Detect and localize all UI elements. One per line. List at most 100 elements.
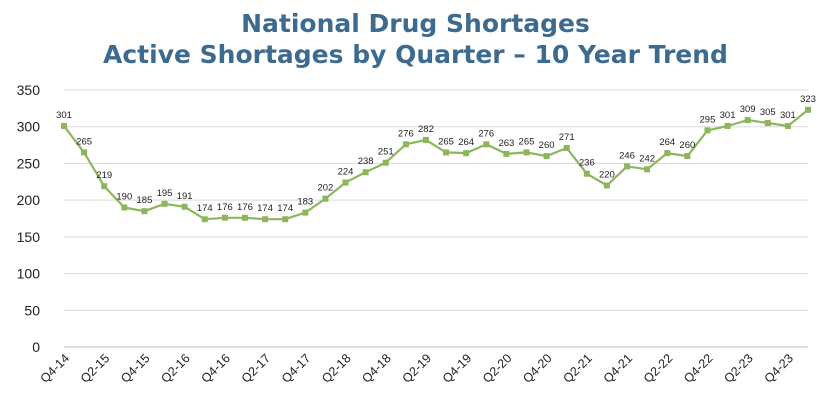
data-point xyxy=(764,120,771,127)
x-tick-label: Q2-20 xyxy=(480,351,514,385)
data-label: 176 xyxy=(217,202,233,213)
chart-subtitle: Active Shortages by Quarter – 10 Year Tr… xyxy=(103,40,728,69)
data-label: 251 xyxy=(378,147,394,158)
y-tick-label: 350 xyxy=(17,82,41,98)
data-label: 295 xyxy=(700,114,716,125)
data-point xyxy=(302,209,309,216)
data-label: 224 xyxy=(338,167,354,178)
data-point xyxy=(221,214,228,221)
data-point xyxy=(664,150,671,157)
data-label: 185 xyxy=(137,195,153,206)
data-label: 183 xyxy=(297,197,313,208)
data-label: 264 xyxy=(659,137,675,148)
data-label: 301 xyxy=(780,110,796,121)
data-point xyxy=(784,122,791,129)
data-point xyxy=(342,179,349,186)
data-point xyxy=(241,214,248,221)
data-label: 301 xyxy=(720,110,736,121)
data-point xyxy=(161,200,168,207)
x-tick-label: Q2-15 xyxy=(78,351,112,385)
data-point xyxy=(443,149,450,156)
data-label: 305 xyxy=(760,107,776,118)
y-tick-label: 50 xyxy=(24,302,40,318)
data-label: 174 xyxy=(277,203,293,214)
data-point xyxy=(61,122,67,129)
data-point xyxy=(724,122,731,129)
data-label: 260 xyxy=(539,140,555,151)
data-point xyxy=(141,208,148,215)
data-label: 323 xyxy=(800,94,816,105)
data-label: 246 xyxy=(619,150,635,161)
x-tick-label: Q2-17 xyxy=(239,351,273,385)
data-point xyxy=(704,127,711,134)
data-point xyxy=(262,216,269,223)
data-label: 242 xyxy=(639,153,655,164)
x-tick-label: Q4-21 xyxy=(601,351,635,385)
data-point xyxy=(805,106,811,113)
data-point xyxy=(483,141,490,148)
x-tick-label: Q4-22 xyxy=(681,351,715,385)
x-tick-label: Q2-22 xyxy=(641,351,675,385)
x-tick-label: Q2-19 xyxy=(400,351,434,385)
data-point xyxy=(744,117,751,124)
data-label: 265 xyxy=(438,136,454,147)
data-label: 202 xyxy=(317,183,333,194)
x-tick-label: Q4-15 xyxy=(118,351,152,385)
x-tick-label: Q2-18 xyxy=(319,351,353,385)
x-tick-label: Q4-20 xyxy=(520,351,554,385)
x-tick-label: Q4-18 xyxy=(359,351,393,385)
data-point xyxy=(402,141,409,148)
data-point xyxy=(201,216,208,223)
data-point xyxy=(282,216,289,223)
y-tick-label: 100 xyxy=(17,266,41,282)
chart-title: National Drug Shortages xyxy=(241,9,590,38)
data-label: 271 xyxy=(559,132,575,143)
y-tick-label: 150 xyxy=(17,229,41,245)
data-label: 260 xyxy=(679,140,695,151)
x-tick-label: Q2-16 xyxy=(158,351,192,385)
data-point xyxy=(503,150,510,157)
y-tick-label: 250 xyxy=(17,155,41,171)
data-label: 282 xyxy=(418,124,434,135)
data-point xyxy=(181,203,188,210)
data-label: 236 xyxy=(579,158,595,169)
data-label: 174 xyxy=(197,203,213,214)
data-point xyxy=(624,163,631,170)
data-label: 265 xyxy=(76,136,92,147)
x-tick-label: Q4-23 xyxy=(762,351,796,385)
x-tick-label: Q4-14 xyxy=(38,351,72,385)
data-point xyxy=(81,149,88,156)
data-point xyxy=(644,166,651,173)
x-tick-label: Q2-23 xyxy=(721,351,755,385)
data-label: 190 xyxy=(116,191,132,202)
data-point xyxy=(422,136,429,143)
series-line xyxy=(63,108,809,221)
x-tick-label: Q4-16 xyxy=(199,351,233,385)
data-label: 195 xyxy=(157,188,173,199)
data-point xyxy=(543,153,550,160)
y-tick-label: 300 xyxy=(17,119,41,135)
data-label: 276 xyxy=(398,128,414,139)
data-point xyxy=(563,145,570,152)
data-point xyxy=(382,159,389,166)
data-label: 219 xyxy=(96,170,112,181)
data-label: 174 xyxy=(257,203,273,214)
data-point xyxy=(121,204,128,211)
data-point xyxy=(101,183,108,190)
data-label: 301 xyxy=(56,110,72,121)
data-label: 276 xyxy=(478,128,494,139)
y-tick-label: 200 xyxy=(17,192,41,208)
data-label: 238 xyxy=(358,156,374,167)
x-tick-label: Q2-21 xyxy=(560,351,594,385)
data-label: 191 xyxy=(177,191,193,202)
data-point xyxy=(684,153,691,160)
data-point xyxy=(603,182,610,189)
x-tick-label: Q4-17 xyxy=(279,351,313,385)
y-tick-label: 0 xyxy=(32,339,40,355)
data-point xyxy=(583,170,590,177)
data-label: 264 xyxy=(458,137,474,148)
data-point xyxy=(362,169,369,176)
data-point xyxy=(322,195,329,202)
data-point xyxy=(463,150,470,157)
